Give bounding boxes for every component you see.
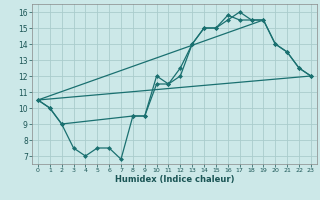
X-axis label: Humidex (Indice chaleur): Humidex (Indice chaleur): [115, 175, 234, 184]
